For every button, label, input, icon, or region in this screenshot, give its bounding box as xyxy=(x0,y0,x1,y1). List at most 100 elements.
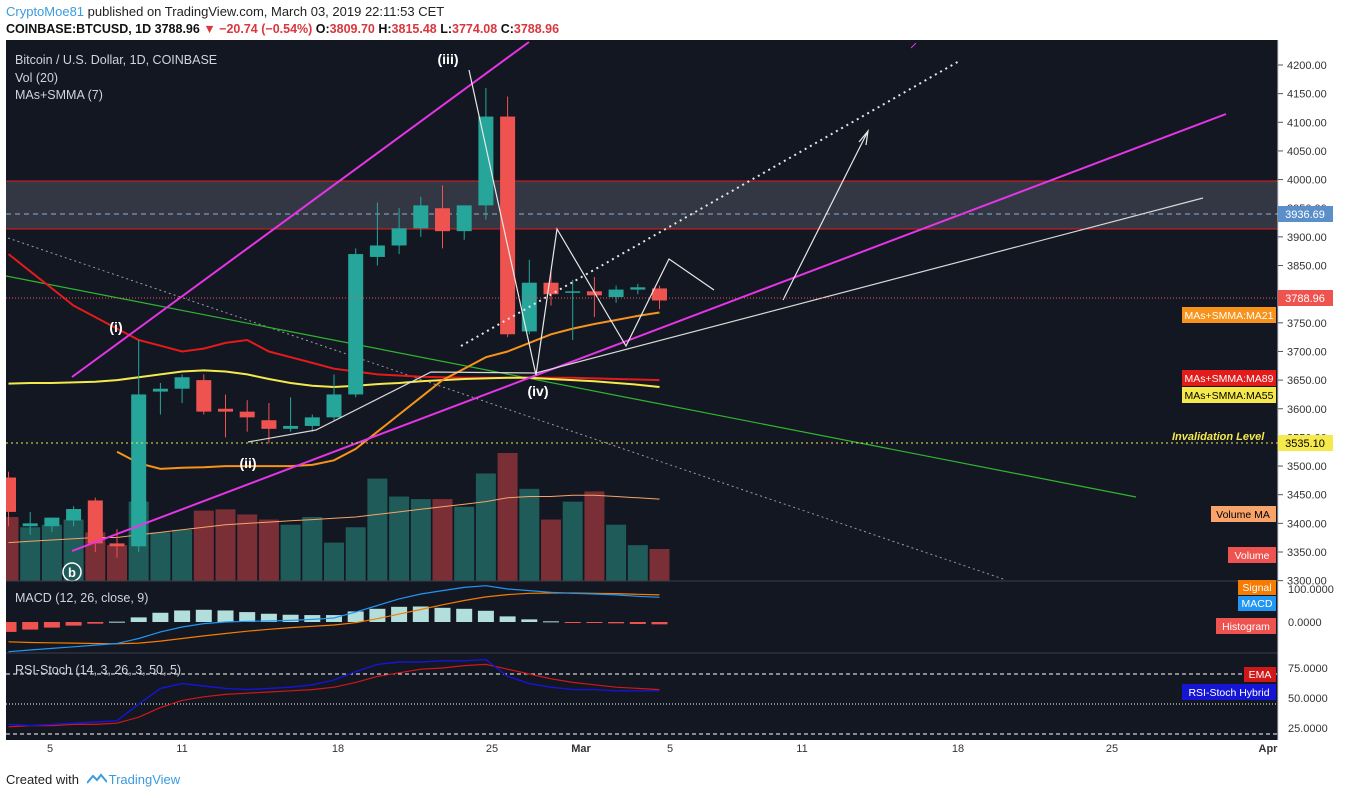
resistance-zone[interactable] xyxy=(6,181,1278,229)
candle-body xyxy=(174,377,190,389)
volume-bar xyxy=(172,529,193,581)
macd-histogram-bar xyxy=(22,622,39,630)
time-tick-label: 18 xyxy=(332,743,344,755)
candle-body xyxy=(456,205,472,232)
candle-body xyxy=(283,425,299,429)
price-tick-label: 3600.00 xyxy=(1287,404,1327,416)
macd-histogram-bar xyxy=(130,617,147,622)
macd-histogram-bar xyxy=(434,607,451,622)
wave-iii-label: (iii) xyxy=(438,51,459,67)
ohlc-line: COINBASE:BTCUSD, 1D 3788.96 ▼ −20.74 (−0… xyxy=(6,22,559,36)
last-price: 3788.96 xyxy=(154,22,200,36)
time-axis[interactable]: 5 11 18 25 Mar 5 11 18 25 Apr xyxy=(47,743,1278,755)
macd-histogram-bar xyxy=(239,612,256,622)
macd-histogram-bar xyxy=(6,622,17,632)
lower-channel-line[interactable] xyxy=(71,113,1227,552)
legend-ma[interactable]: MAs+SMMA (7) xyxy=(15,88,103,102)
price-tick-label: 3350.00 xyxy=(1287,547,1327,559)
time-tick-label: 5 xyxy=(667,743,673,755)
macd-histogram-bar xyxy=(586,622,603,623)
volume-bar xyxy=(627,545,648,581)
macd-pane: 100.0000 0.0000 xyxy=(6,584,1334,653)
published-text: published on TradingView.com, March 03, … xyxy=(87,4,445,19)
macd-histogram-bar xyxy=(347,611,364,622)
invalidation-price-tag: 3535.10 xyxy=(1278,435,1333,451)
candle-body xyxy=(630,287,646,290)
author-link[interactable]: CryptoMoe81 xyxy=(6,4,85,19)
volume-bar xyxy=(584,491,605,581)
time-tick-label: 5 xyxy=(47,743,53,755)
price-tick-label: 3650.00 xyxy=(1287,375,1327,387)
legend-macd[interactable]: MACD (12, 26, close, 9) xyxy=(15,591,148,605)
svg-text:Histogram: Histogram xyxy=(1222,621,1270,633)
open-value: 3809.70 xyxy=(329,22,375,36)
svg-text:MACD: MACD xyxy=(1242,598,1273,610)
candle-body xyxy=(326,394,342,418)
chart[interactable]: Invalidation Level (iii) (i) (ii) (iv) b… xyxy=(6,40,1342,768)
time-tick-label: Mar xyxy=(571,743,591,755)
volume-bar xyxy=(410,499,431,581)
volume-bar xyxy=(215,509,236,581)
open-label: O: xyxy=(315,22,330,36)
volume-bar xyxy=(345,527,366,581)
candle-body xyxy=(304,417,320,426)
candle-body xyxy=(348,254,364,395)
candles-layer xyxy=(6,87,667,558)
volume-bar xyxy=(324,542,344,581)
dotted-white-channel[interactable] xyxy=(460,59,962,347)
volume-bar xyxy=(432,499,453,581)
target-arrow[interactable] xyxy=(782,130,869,301)
down-triangle-icon: ▼ xyxy=(203,22,216,36)
candle-body xyxy=(543,282,559,295)
lower-white-trendline[interactable] xyxy=(247,197,1204,443)
wave-b-label: b xyxy=(68,565,76,580)
legend-vol[interactable]: Vol (20) xyxy=(15,71,58,85)
price-tick-label: 4000.00 xyxy=(1287,175,1327,187)
volume-ma-tag: Volume MA xyxy=(1211,506,1276,522)
low-label: L: xyxy=(440,22,453,36)
legend-rsi[interactable]: RSI-Stoch (14, 3, 26, 3, 50, 5) xyxy=(15,663,181,677)
candle-body xyxy=(131,394,147,547)
ma21-tag: MAs+SMMA:MA21 xyxy=(1182,307,1276,323)
macd-histogram-bar xyxy=(477,610,494,622)
candle-body xyxy=(369,245,385,257)
svg-text:3936.69: 3936.69 xyxy=(1285,209,1325,221)
volume-bar xyxy=(193,510,214,581)
downtrend-dotted-line xyxy=(7,237,1007,581)
close-value: 3788.96 xyxy=(513,22,560,36)
low-value: 3774.08 xyxy=(452,22,498,36)
ma21-line xyxy=(116,311,660,470)
volume-bar xyxy=(519,488,540,581)
svg-text:3788.96: 3788.96 xyxy=(1285,293,1325,305)
time-tick-label: Apr xyxy=(1259,743,1279,755)
time-tick-label: 25 xyxy=(486,743,498,755)
macd-histogram-bar xyxy=(304,615,321,622)
macd-histogram-bar xyxy=(282,614,299,622)
green-trend-line[interactable] xyxy=(6,275,1137,498)
rsi-tick-label: 25.0000 xyxy=(1288,723,1328,735)
macd-histogram-bar xyxy=(499,616,516,622)
volume-bar xyxy=(280,524,301,581)
volume-bar xyxy=(649,549,670,581)
ema-tag: EMA xyxy=(1244,667,1276,682)
price-tick-label: 3750.00 xyxy=(1287,318,1327,330)
rsi-hybrid-line xyxy=(8,658,660,727)
macd-histogram-bar xyxy=(43,622,60,628)
macd-histogram-bar xyxy=(543,621,559,623)
macd-histogram-bar xyxy=(629,622,646,624)
svg-text:MAs+SMMA:MA89: MAs+SMMA:MA89 xyxy=(1185,373,1274,385)
macd-tick-label: 100.0000 xyxy=(1288,584,1334,596)
tradingview-brand-link[interactable]: TradingView xyxy=(108,772,181,787)
upper-channel-line[interactable] xyxy=(71,41,530,378)
volume-bar xyxy=(541,519,561,581)
candle-body xyxy=(44,517,60,527)
price-change: −20.74 (−0.54%) xyxy=(219,22,313,36)
last-price-tag: 3788.96 xyxy=(1278,290,1333,306)
price-tick-label: 3850.00 xyxy=(1287,261,1327,273)
symbol: COINBASE:BTCUSD, 1D xyxy=(6,22,152,36)
svg-text:EMA: EMA xyxy=(1249,669,1272,681)
ma55-tag: MAs+SMMA:MA55 xyxy=(1182,387,1276,403)
wave-iv-label: (iv) xyxy=(528,383,549,399)
svg-text:Volume MA: Volume MA xyxy=(1216,509,1270,521)
projected-wave-path[interactable] xyxy=(468,69,715,376)
